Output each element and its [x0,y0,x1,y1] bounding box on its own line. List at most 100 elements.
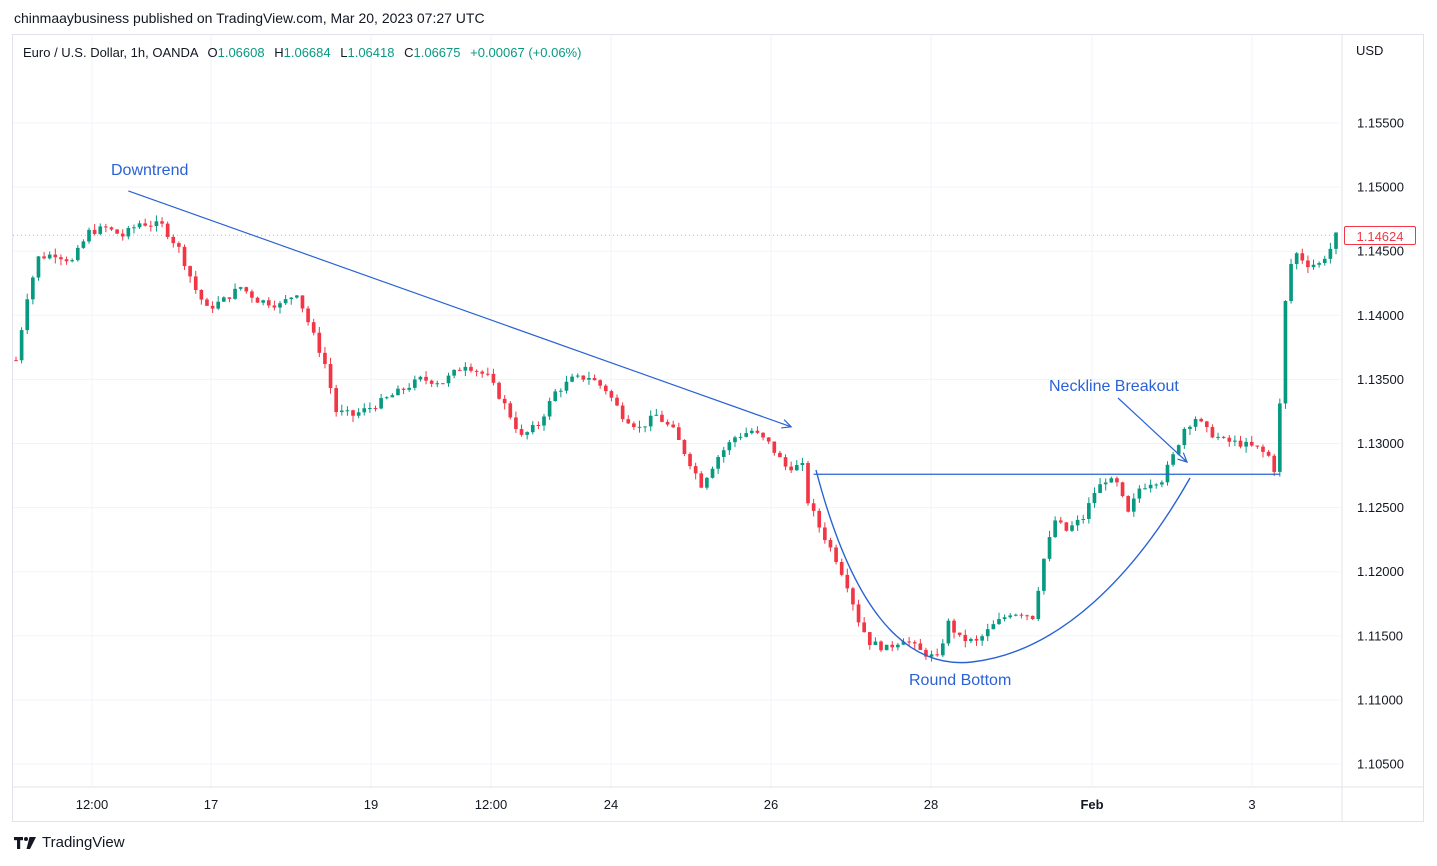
candle-up [1233,440,1237,442]
candle-up [716,456,720,469]
candle-down [957,632,962,635]
candle-up [575,375,580,377]
candles-layer [14,215,1338,662]
candle-down [660,414,664,422]
price-tick-label: 1.13500 [1357,372,1404,387]
candle-up [1283,301,1288,404]
candle-down [193,276,198,290]
candle-down [817,510,822,528]
candle-up [390,395,395,398]
candle-up [75,247,80,261]
candle-up [991,624,996,630]
downtrend-label: Downtrend [111,162,188,179]
downtrend-line[interactable] [128,190,792,428]
candle-down [974,638,979,641]
candle-up [396,388,400,396]
candle-down [59,257,63,260]
candle-up [553,391,558,402]
candle-down [693,466,698,474]
candle-up [1334,232,1338,249]
candle-down [1266,451,1271,456]
candle-up [1053,520,1057,538]
candle-up [1278,403,1282,472]
candle-up [929,654,934,657]
candle-down [160,221,164,224]
candle-down [424,376,428,381]
candle-up [154,221,159,227]
candle-down [244,287,249,292]
candle-up [744,433,749,437]
candle-down [480,371,485,374]
price-tick-label: 1.15000 [1357,180,1404,195]
round-bottom-label: Round Bottom [909,672,1011,689]
candle-down [474,370,479,372]
candle-down [210,305,215,309]
close-label: C [404,45,414,60]
candle-up [901,641,906,645]
candle-up [1092,493,1097,504]
candle-down [890,644,895,648]
candle-up [47,254,52,259]
price-tick-label: 1.12500 [1357,500,1404,515]
time-tick-label: Feb [1080,797,1103,812]
candle-down [373,408,378,410]
brand-name: TradingView [42,834,125,851]
candle-up [1103,482,1108,485]
candle-up [1098,484,1102,494]
candle-down [300,295,305,309]
candle-down [171,236,176,244]
candle-up [1047,537,1052,559]
candle-up [800,462,805,466]
candle-down [603,385,608,392]
candle-up [25,299,30,331]
candle-down [620,405,625,420]
candle-up [1165,464,1170,483]
candle-up [283,299,288,304]
candle-up [1216,436,1220,438]
candle-down [682,439,687,455]
candle-up [570,376,574,382]
candle-down [508,403,513,418]
candle-up [345,410,350,412]
candle-down [469,366,473,371]
candle-up [721,450,726,457]
footer-brand[interactable]: TradingView [14,834,125,851]
round-bottom-curve[interactable] [815,469,1191,664]
candle-up [418,376,423,380]
candle-down [1306,260,1310,268]
time-tick-label: 12:00 [76,797,109,812]
candle-down [806,462,810,504]
candle-down [598,380,602,386]
candle-up [1317,263,1321,265]
candle-up [559,390,563,392]
candle-up [1137,488,1142,499]
candle-up [1188,426,1192,429]
candle-up [81,241,86,248]
high-label: H [274,45,284,60]
candle-down [856,604,861,623]
candle-down [867,632,872,646]
price-tick-label: 1.11000 [1357,692,1403,707]
neckline-breakout-label: Neckline Breakout [1049,378,1179,395]
candle-down [311,322,316,333]
candle-up [997,619,1001,625]
candle-up [1289,263,1293,302]
candle-down [199,289,204,300]
currency-label[interactable]: USD [1356,43,1384,58]
candle-down [42,256,46,259]
time-tick-label: 19 [364,797,378,812]
breakout-arrow[interactable] [1117,397,1188,463]
open-value: 1.06608 [217,45,265,60]
candle-down [255,297,260,303]
candle-down [227,297,232,299]
candle-down [182,246,187,267]
candle-down [811,503,816,511]
candle-up [896,644,900,648]
candle-up [1042,558,1046,591]
candle-down [626,419,631,424]
close-value: 1.06675 [413,45,461,60]
candle-up [1070,525,1074,531]
candle-down [441,383,445,385]
time-tick-label: 28 [924,797,938,812]
